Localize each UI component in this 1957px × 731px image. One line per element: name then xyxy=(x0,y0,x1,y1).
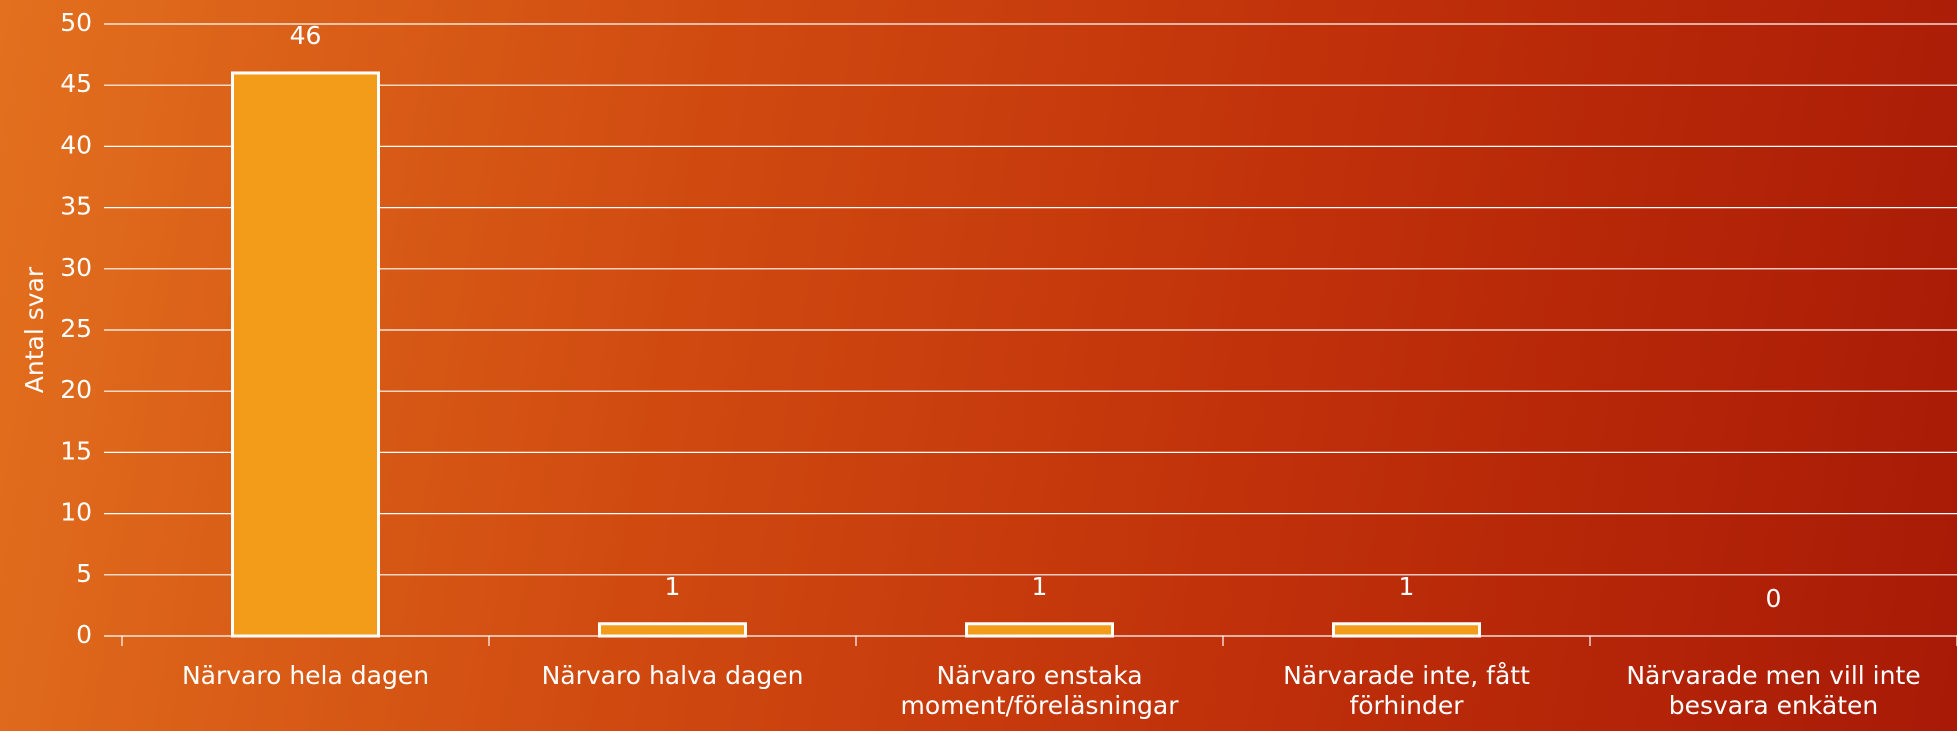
y-tick-label: 45 xyxy=(60,69,92,98)
x-tick-label: Närvaro enstaka moment/föreläsningar xyxy=(900,661,1179,720)
x-tick-label: Närvaro halva dagen xyxy=(541,661,804,690)
y-tick-label: 35 xyxy=(60,192,92,221)
y-tick-label: 50 xyxy=(60,8,92,37)
y-tick-label: 30 xyxy=(60,253,92,282)
bar xyxy=(231,71,380,638)
y-tick-label: 15 xyxy=(60,436,92,465)
y-tick-label: 5 xyxy=(76,559,92,588)
bar xyxy=(965,622,1114,638)
value-label: 46 xyxy=(290,21,322,50)
y-tick-label: 0 xyxy=(76,620,92,649)
y-tick-label: 10 xyxy=(60,498,92,527)
x-tick-label: Närvarade inte, fått förhinder xyxy=(1283,661,1530,720)
x-tick-label: Närvaro hela dagen xyxy=(181,661,430,690)
y-tick-label: 20 xyxy=(60,375,92,404)
bar xyxy=(1332,622,1481,638)
bar xyxy=(598,622,747,638)
value-label: 1 xyxy=(1032,572,1048,601)
y-axis-label: Antal svar xyxy=(20,266,49,393)
x-tick-label: Närvarade men vill inte besvara enkäten xyxy=(1626,661,1921,720)
y-tick-label: 25 xyxy=(60,314,92,343)
value-label: 1 xyxy=(665,572,681,601)
y-tick-label: 40 xyxy=(60,130,92,159)
value-label: 0 xyxy=(1766,584,1782,613)
value-label: 1 xyxy=(1399,572,1415,601)
